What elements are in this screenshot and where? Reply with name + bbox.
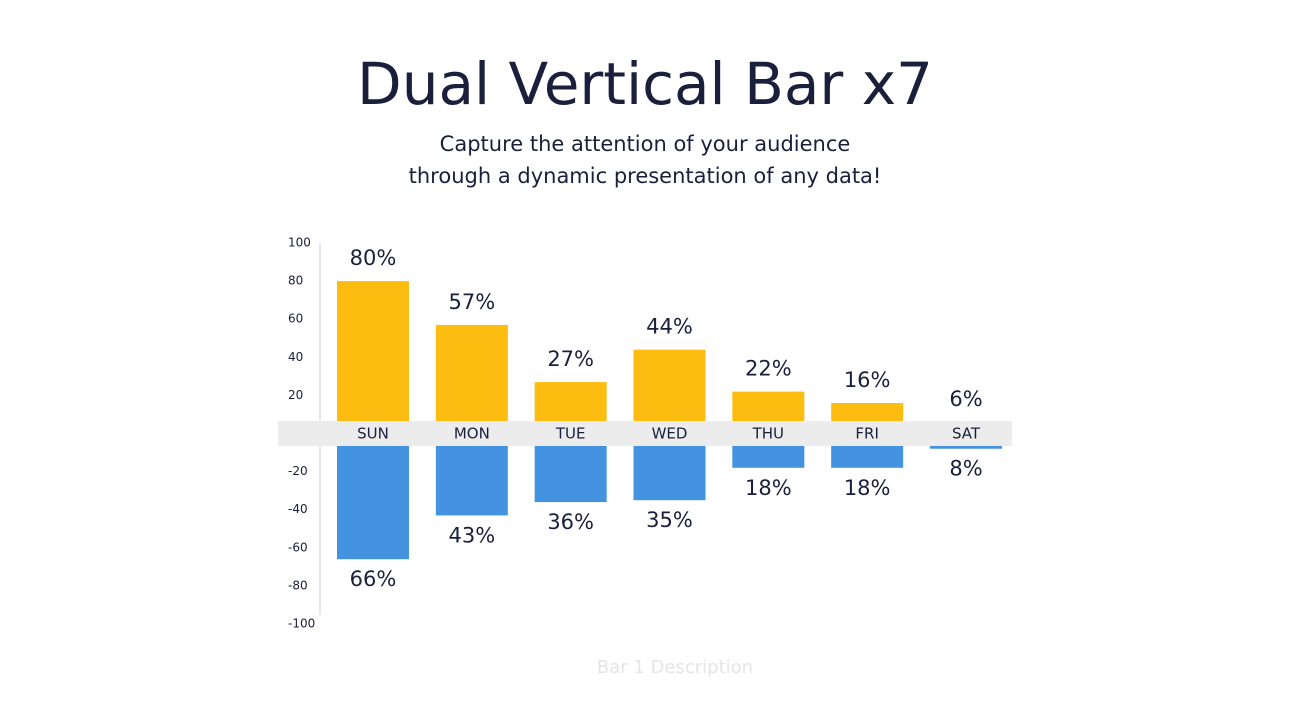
- value-label: 18%: [745, 476, 792, 500]
- caption: Bar 1 Description: [597, 657, 753, 678]
- y-tick-label: -20: [288, 464, 308, 478]
- y-tick-label: 100: [288, 236, 311, 250]
- value-label: 16%: [844, 368, 891, 392]
- y-tick-label: -100: [288, 617, 315, 631]
- category-band: [278, 421, 1012, 446]
- x-tick-label: SUN: [357, 425, 389, 443]
- bar: [337, 281, 409, 434]
- x-tick-label: SAT: [952, 425, 981, 443]
- y-tick-label: -60: [288, 540, 308, 554]
- value-label: 22%: [745, 357, 792, 381]
- subtitle-line: through a dynamic presentation of any da…: [409, 164, 882, 188]
- y-tick-label: 60: [288, 312, 303, 326]
- value-label: 8%: [949, 457, 982, 481]
- y-tick-label: -40: [288, 502, 308, 516]
- value-label: 57%: [448, 290, 495, 314]
- x-tick-label: FRI: [855, 425, 878, 443]
- value-label: 43%: [448, 523, 495, 547]
- value-label: 18%: [844, 476, 891, 500]
- value-label: 66%: [350, 567, 397, 591]
- y-tick-label: 80: [288, 274, 303, 288]
- value-label: 35%: [646, 508, 693, 532]
- value-label: 6%: [949, 387, 982, 411]
- bar: [633, 349, 706, 434]
- subtitle-line: Capture the attention of your audience: [440, 132, 851, 156]
- value-label: 80%: [350, 246, 397, 270]
- x-tick-label: MON: [454, 425, 490, 443]
- value-label: 36%: [547, 510, 594, 534]
- chart-title: Dual Vertical Bar x7: [357, 50, 933, 118]
- x-tick-label: THU: [752, 425, 784, 443]
- bar: [337, 433, 409, 560]
- value-label: 27%: [547, 347, 594, 371]
- value-label: 44%: [646, 315, 693, 339]
- y-tick-label: -80: [288, 578, 308, 592]
- bar: [435, 433, 508, 516]
- y-tick-label: 20: [288, 388, 303, 402]
- x-tick-label: TUE: [555, 425, 586, 443]
- bar: [435, 324, 508, 434]
- y-tick-label: 40: [288, 350, 303, 364]
- x-tick-label: WED: [652, 425, 688, 443]
